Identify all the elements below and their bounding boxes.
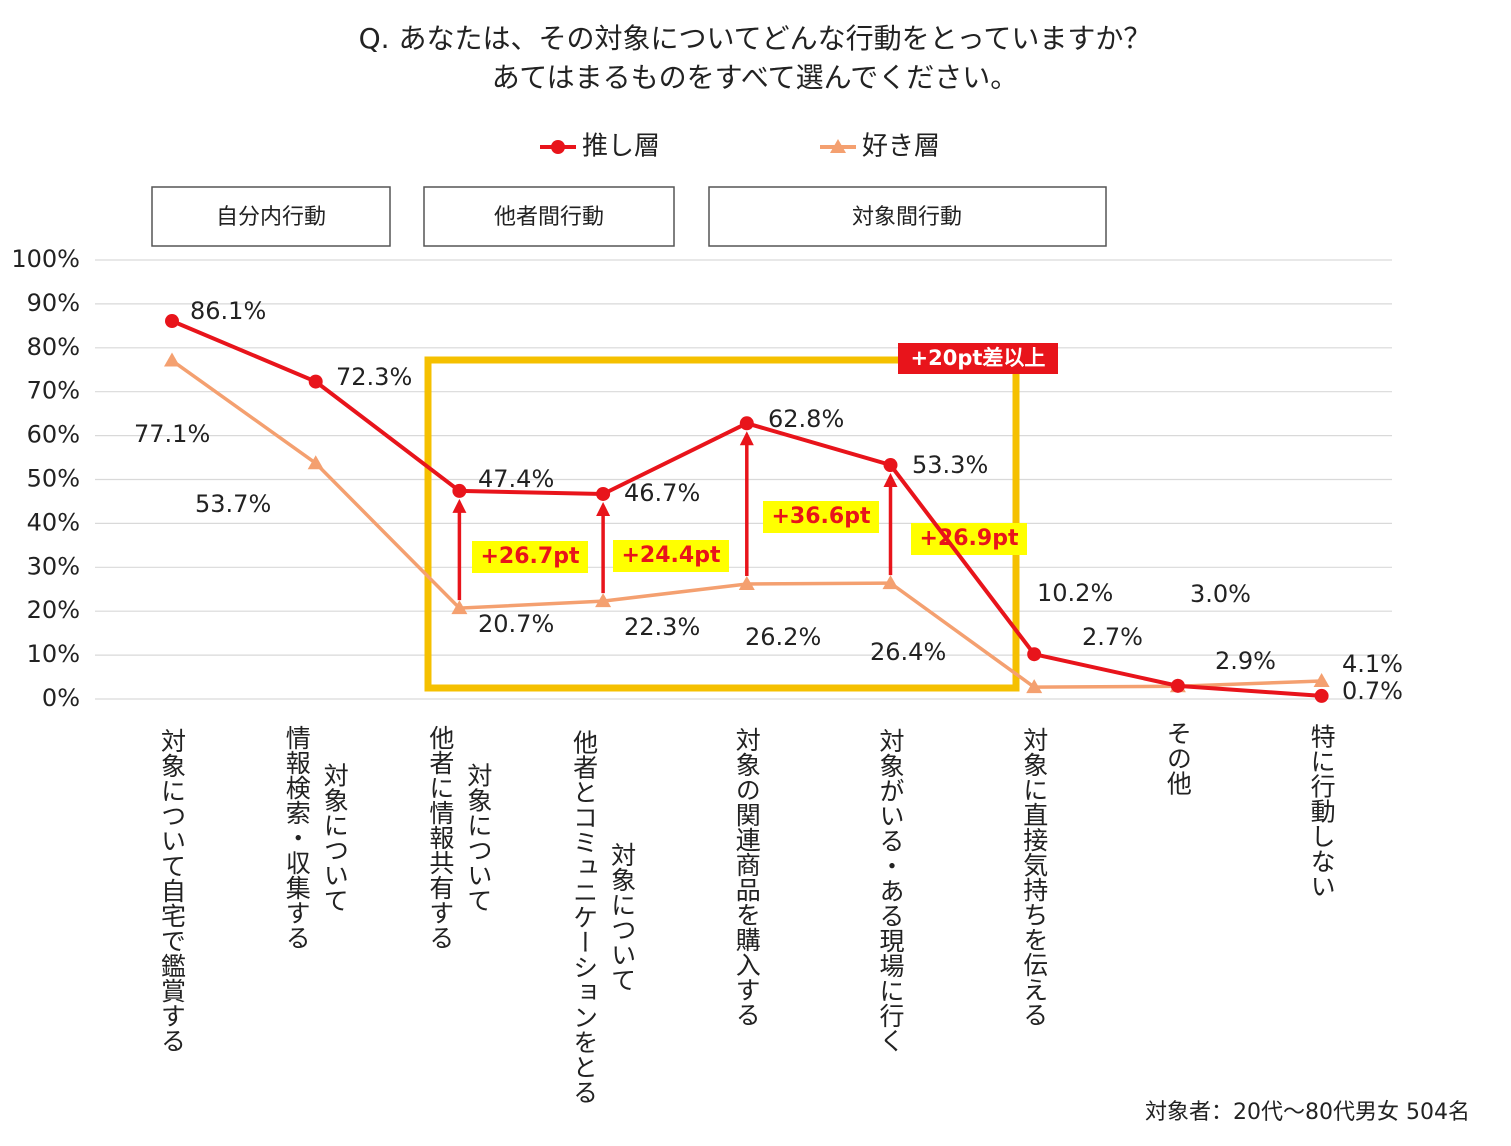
data-label: 10.2% [1037, 579, 1113, 607]
data-label: 0.7% [1342, 677, 1403, 705]
data-label: 47.4% [478, 465, 554, 493]
data-label: 26.2% [745, 623, 821, 651]
point [1314, 688, 1329, 703]
legend-label: 好き層 [862, 132, 940, 162]
difference-label: +26.9pt [920, 526, 1019, 551]
group-label: 他者間行動 [494, 205, 604, 230]
x-tick-label: 対象について自宅で鑑賞する [158, 728, 187, 1053]
data-label: 22.3% [624, 613, 700, 641]
data-label: 72.3% [336, 363, 412, 391]
highlight-label-bg [898, 343, 1058, 374]
y-tick-label: 0% [42, 684, 80, 712]
y-tick-label: 100% [11, 245, 80, 273]
difference-label-bg [911, 523, 1027, 555]
point [164, 352, 180, 367]
point [451, 600, 468, 615]
data-label: 53.3% [912, 451, 988, 479]
x-tick-label: 他者に情報共有する [426, 725, 455, 950]
chart-title: あてはまるものをすべて選んでください。 [492, 61, 1018, 94]
point [738, 575, 755, 590]
difference-label-bg [472, 541, 588, 573]
arrow-head [883, 473, 898, 488]
point [739, 416, 754, 431]
group-label: 対象間行動 [852, 205, 962, 230]
x-tick-label: その他 [1163, 720, 1192, 795]
arrow-head [739, 431, 754, 446]
difference-label: +24.4pt [622, 543, 721, 568]
difference-label: +36.6pt [772, 504, 871, 529]
data-label: 62.8% [768, 405, 844, 433]
point [1026, 679, 1043, 694]
x-tick-label: 他者とコミュニケーションをとる [570, 729, 599, 1104]
x-tick-label: 対象の関連商品を購入する [732, 727, 761, 1027]
x-tick-label: 特に行動しない [1307, 723, 1336, 898]
difference-label: +26.7pt [481, 544, 580, 569]
data-label: 46.7% [624, 479, 700, 507]
y-tick-label: 40% [27, 508, 80, 536]
footnote: 対象者：20代～80代男女 504名 [1145, 1100, 1470, 1125]
legend-label: 推し層 [582, 132, 660, 162]
x-tick-label: 情報検索・収集する [282, 725, 311, 950]
y-tick-label: 10% [27, 640, 80, 668]
data-label: 53.7% [195, 490, 271, 518]
group-box [423, 186, 675, 247]
x-tick-label: 対象に直接気持ちを伝える [1020, 727, 1049, 1027]
y-tick-label: 50% [27, 465, 80, 493]
y-tick-label: 90% [27, 289, 80, 317]
data-label: 26.4% [870, 638, 946, 666]
group-box [151, 186, 391, 247]
point [596, 486, 611, 501]
point [883, 458, 898, 473]
data-label: 4.1% [1342, 650, 1403, 678]
group-box [708, 186, 1107, 247]
legend-marker [551, 140, 565, 154]
y-tick-label: 60% [27, 421, 80, 449]
x-tick-label: 対象について [320, 762, 349, 912]
point [308, 374, 323, 389]
point [452, 483, 467, 498]
difference-label-bg [613, 540, 729, 572]
point [1170, 678, 1185, 693]
y-tick-label: 20% [27, 596, 80, 624]
data-label: 86.1% [190, 297, 266, 325]
y-tick-label: 30% [27, 552, 80, 580]
legend-marker [830, 139, 846, 153]
point [307, 455, 324, 470]
highlight-label: +20pt差以上 [911, 346, 1046, 370]
group-label: 自分内行動 [216, 205, 326, 230]
x-tick-label: 対象について [608, 842, 637, 992]
point [1313, 673, 1330, 688]
data-label: 2.7% [1082, 623, 1143, 651]
y-tick-label: 70% [27, 377, 80, 405]
point [595, 593, 612, 608]
data-label: 2.9% [1215, 647, 1276, 675]
data-label: 3.0% [1190, 580, 1251, 608]
arrow-head [452, 498, 467, 513]
y-tick-label: 80% [27, 333, 80, 361]
chart-title: Q. あなたは、その対象についてどんな行動をとっていますか？ [359, 22, 1152, 55]
data-label: 20.7% [478, 610, 554, 638]
point [165, 314, 179, 329]
difference-label-bg [763, 501, 879, 533]
point [1027, 647, 1042, 662]
x-tick-label: 対象がいる・ある現場に行く [876, 728, 905, 1053]
arrow-head [596, 501, 611, 516]
data-label: 77.1% [134, 420, 210, 448]
x-tick-label: 対象について [464, 762, 493, 912]
point [882, 575, 899, 590]
